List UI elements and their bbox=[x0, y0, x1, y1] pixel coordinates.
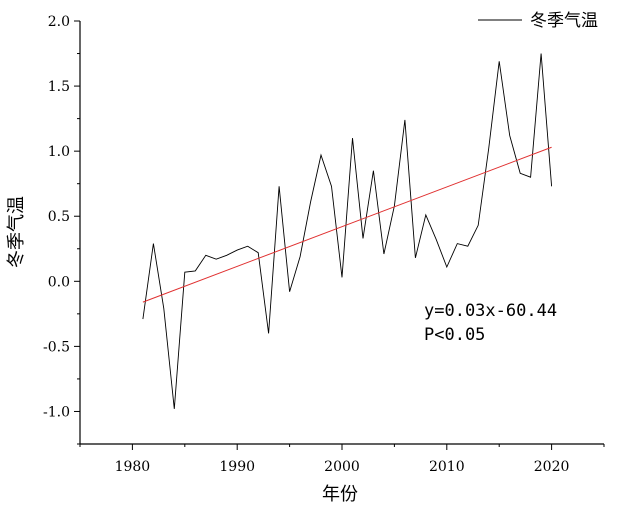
y-tick-label: -1.0 bbox=[43, 404, 70, 420]
x-tick-label: 2020 bbox=[534, 459, 570, 475]
y-tick-label: 0.5 bbox=[48, 209, 70, 225]
winter-temperature-line bbox=[142, 53, 553, 409]
x-tick-label: 2000 bbox=[324, 459, 360, 475]
legend: 冬季气温 bbox=[478, 11, 598, 31]
x-ticks: 1980 1990 2000 2010 2020 bbox=[79, 444, 605, 475]
y-tick-label: -0.5 bbox=[43, 339, 70, 355]
legend-label: 冬季气温 bbox=[530, 11, 598, 31]
y-tick-label: 2.0 bbox=[48, 14, 70, 30]
y-tick-label: 1.0 bbox=[48, 144, 70, 160]
y-tick-label: 0.0 bbox=[48, 274, 70, 290]
x-tick-label: 1980 bbox=[115, 459, 151, 475]
linear-trend-line bbox=[142, 146, 552, 303]
p-value-label: P<0.05 bbox=[424, 325, 485, 345]
regression-equation: y=0.03x-60.44 bbox=[424, 301, 557, 321]
y-axis-title: 冬季气温 bbox=[6, 196, 27, 268]
x-tick-label: 2010 bbox=[429, 459, 465, 475]
x-tick-label: 1990 bbox=[219, 459, 255, 475]
x-axis-title: 年份 bbox=[322, 484, 358, 505]
series-group bbox=[142, 53, 553, 409]
axes bbox=[79, 21, 604, 445]
y-ticks: -1.0 -0.5 0.0 0.5 1.0 1.5 2.0 bbox=[43, 14, 80, 445]
y-tick-label: 1.5 bbox=[48, 79, 70, 95]
